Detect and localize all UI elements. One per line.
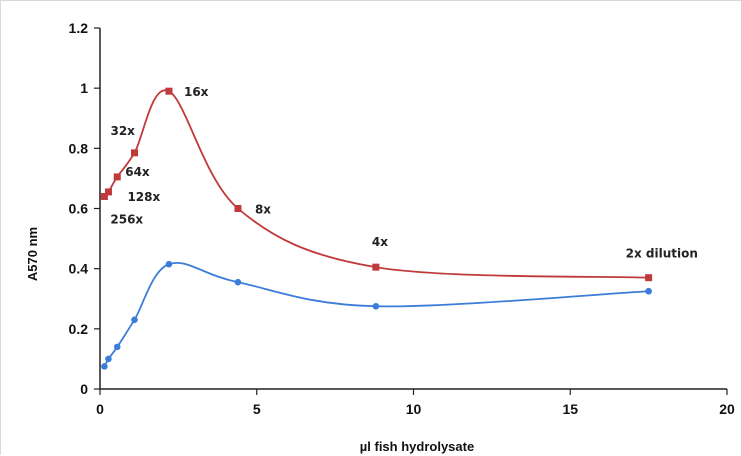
series-layer <box>100 87 653 370</box>
annotation-layer: 256x 128x 64x 32x 16x 8x 4x 2x dilution <box>110 85 698 261</box>
y-tick-label: 0.8 <box>69 140 89 156</box>
x-axis-title: µl fish hydrolysate <box>360 439 474 454</box>
data-point-square <box>645 274 653 282</box>
data-point-square <box>113 173 121 181</box>
y-axis-title: A570 nm <box>25 227 40 281</box>
data-point-square <box>234 205 242 212</box>
x-tick-label: 5 <box>253 401 261 417</box>
y-tick-label: 1.2 <box>69 20 89 36</box>
dilution-label: 128x <box>127 190 160 204</box>
series-line-1 <box>103 89 649 279</box>
data-point-circle <box>165 260 173 268</box>
x-tick-label: 0 <box>96 401 104 417</box>
y-tick-label: 1 <box>80 80 88 96</box>
dilution-label: 2x dilution <box>626 247 698 261</box>
x-tick-label: 10 <box>406 401 422 417</box>
data-point-circle <box>131 316 138 324</box>
data-point-square <box>372 263 380 271</box>
data-point-square <box>130 149 138 157</box>
series-line-2 <box>103 261 649 367</box>
dilution-label: 4x <box>372 235 388 249</box>
axes: 0 0.2 0.4 0.6 0.8 1 1.2 0 5 10 15 20 <box>69 20 735 417</box>
data-point-square <box>165 87 173 95</box>
x-tick-label: 20 <box>719 401 735 417</box>
y-tick-label: 0.2 <box>69 321 89 337</box>
data-point-circle <box>645 287 652 295</box>
data-point-square <box>100 192 108 200</box>
data-point-circle <box>234 278 242 286</box>
dilution-label: 256x <box>110 212 143 226</box>
dilution-label: 16x <box>184 85 209 99</box>
data-point-square <box>104 188 112 196</box>
y-tick-label: 0 <box>80 381 88 397</box>
data-point-circle <box>105 355 112 363</box>
x-tick-label: 15 <box>562 401 578 417</box>
y-tick-label: 0.6 <box>69 201 89 217</box>
dilution-label: 32x <box>110 124 135 138</box>
dilution-label: 8x <box>255 203 271 217</box>
data-point-circle <box>113 343 121 351</box>
data-point-circle <box>372 302 380 310</box>
data-point-circle <box>101 363 108 370</box>
dilution-label: 64x <box>125 165 150 179</box>
y-tick-label: 0.4 <box>69 261 89 277</box>
